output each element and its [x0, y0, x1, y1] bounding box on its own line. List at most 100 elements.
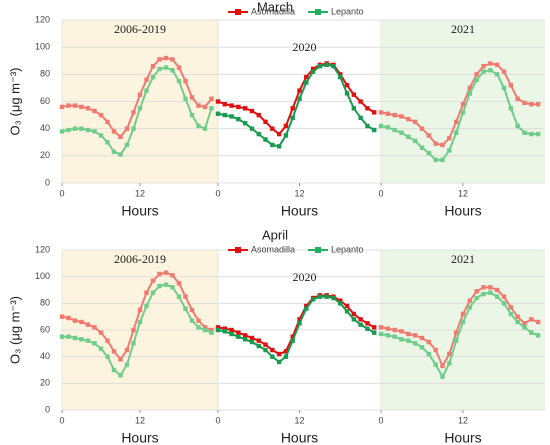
data-point	[157, 283, 162, 289]
data-point	[399, 114, 404, 119]
data-point	[453, 330, 459, 335]
data-point	[79, 126, 84, 131]
data-point	[256, 338, 261, 343]
data-point	[310, 66, 316, 72]
data-point	[304, 74, 309, 80]
data-point	[392, 127, 397, 133]
data-point	[358, 115, 363, 120]
data-point	[419, 126, 425, 131]
data-point	[229, 331, 234, 337]
data-point	[189, 307, 195, 313]
y-axis-label: O₃ (μg m⁻³)	[7, 67, 22, 135]
data-point	[488, 61, 493, 66]
data-point	[144, 77, 149, 82]
data-point	[79, 104, 84, 110]
data-point	[297, 321, 302, 326]
data-point	[529, 102, 534, 107]
data-point	[242, 333, 248, 338]
y-tick-label: 80	[40, 69, 50, 79]
x-tick-label: 0	[378, 415, 383, 425]
data-point	[508, 311, 514, 317]
data-point	[385, 333, 391, 338]
panel-label: 2020	[293, 270, 317, 284]
data-point	[317, 63, 323, 69]
data-point	[522, 100, 527, 106]
data-point	[406, 338, 411, 343]
data-point	[215, 111, 221, 116]
data-point	[202, 126, 208, 131]
data-point	[508, 106, 514, 111]
data-point	[236, 330, 241, 335]
data-point	[440, 363, 445, 369]
data-point	[385, 326, 391, 331]
legend-label: Asomadilla	[251, 244, 295, 254]
data-point	[338, 298, 343, 303]
data-point	[494, 62, 500, 68]
data-point	[249, 126, 255, 131]
x-tick-label: 0	[59, 415, 64, 425]
legend-label: Asomadilla	[251, 6, 295, 16]
data-point	[59, 129, 65, 134]
data-point	[256, 112, 261, 118]
data-point	[170, 285, 175, 290]
data-point	[270, 347, 275, 353]
data-point	[460, 102, 466, 107]
data-point	[460, 319, 466, 325]
data-point	[378, 123, 384, 129]
data-point	[522, 325, 527, 330]
data-point	[358, 322, 363, 327]
data-point	[331, 63, 336, 69]
data-point	[440, 374, 445, 379]
data-point	[283, 133, 289, 138]
data-point	[535, 102, 541, 107]
data-point	[385, 125, 391, 130]
x-axis-label: Hours	[444, 430, 481, 445]
data-point	[358, 99, 363, 104]
data-point	[150, 74, 156, 80]
data-point	[118, 152, 123, 157]
y-tick-label: 120	[35, 244, 50, 254]
data-point	[474, 77, 479, 82]
data-point	[515, 123, 520, 129]
legend-marker	[315, 9, 321, 15]
data-point	[392, 112, 397, 118]
data-point	[508, 305, 514, 310]
data-point	[290, 106, 295, 111]
data-point	[501, 294, 507, 299]
data-point	[358, 317, 363, 322]
data-point	[144, 303, 149, 309]
data-point	[392, 327, 397, 333]
data-point	[399, 329, 404, 334]
data-point	[344, 309, 350, 314]
data-point	[144, 290, 149, 295]
data-point	[131, 327, 136, 333]
data-point	[59, 334, 65, 339]
data-point	[176, 65, 182, 70]
data-point	[98, 346, 104, 351]
panel-label: 2006-2019	[114, 252, 166, 266]
data-point	[467, 91, 473, 96]
data-point	[494, 294, 500, 299]
data-point	[276, 359, 282, 365]
data-point	[196, 318, 201, 323]
data-point	[344, 83, 350, 88]
data-point	[276, 144, 282, 149]
data-point	[453, 338, 459, 343]
data-point	[59, 104, 65, 110]
data-point	[501, 85, 507, 91]
data-point	[222, 102, 227, 107]
data-point	[98, 133, 104, 138]
data-point	[270, 354, 275, 359]
data-point	[290, 115, 295, 120]
data-point	[283, 123, 289, 129]
data-point	[59, 314, 65, 319]
data-point	[176, 281, 182, 286]
x-tick-label: 0	[215, 188, 220, 198]
data-point	[202, 104, 208, 110]
data-point	[144, 88, 149, 93]
data-point	[419, 145, 425, 150]
data-point	[276, 131, 282, 137]
data-point	[242, 337, 248, 342]
data-point	[229, 114, 234, 119]
